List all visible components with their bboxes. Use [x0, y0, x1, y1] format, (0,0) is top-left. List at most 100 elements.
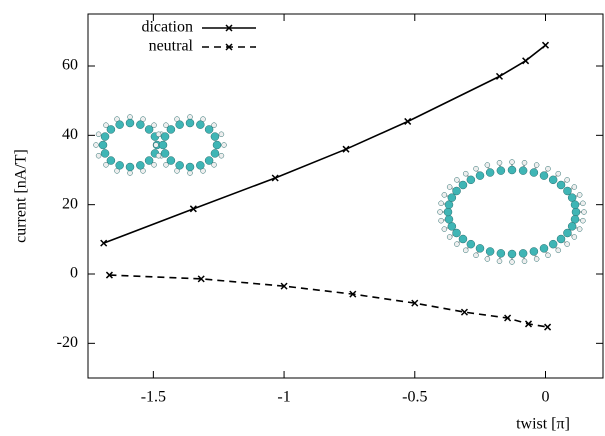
- y-tick-label: 0: [70, 265, 78, 282]
- atom: [509, 259, 515, 265]
- atom: [158, 140, 168, 150]
- legend-label: neutral: [149, 38, 194, 55]
- atom: [581, 209, 587, 215]
- atom: [496, 160, 503, 166]
- atom: [576, 226, 583, 232]
- atom: [144, 125, 154, 134]
- atom: [567, 193, 577, 202]
- atom: [163, 122, 169, 128]
- atom: [458, 180, 468, 190]
- atom: [115, 161, 124, 170]
- atom: [438, 217, 444, 224]
- atom: [485, 247, 495, 256]
- point-marker: [524, 320, 533, 328]
- atom: [462, 247, 469, 254]
- legend-marker: [225, 43, 233, 51]
- atom: [555, 170, 562, 177]
- atom: [218, 131, 225, 138]
- atom: [556, 180, 566, 190]
- atom: [580, 200, 586, 207]
- atom: [115, 120, 124, 129]
- point-marker: [404, 117, 412, 125]
- atom: [204, 125, 214, 134]
- plot-frame: [87, 13, 604, 379]
- atom: [441, 226, 448, 232]
- atom: [484, 162, 491, 168]
- atom: [521, 160, 528, 166]
- atom: [151, 122, 157, 128]
- atom: [166, 125, 176, 134]
- y-tick-label: 40: [62, 126, 78, 143]
- atom: [529, 247, 539, 256]
- atom: [571, 234, 578, 240]
- point-marker: [197, 275, 205, 283]
- atom: [446, 234, 453, 240]
- atom: [437, 209, 443, 215]
- atom: [548, 175, 558, 185]
- atom: [473, 165, 479, 172]
- atom: [485, 168, 495, 177]
- series-line: [109, 274, 548, 328]
- atom: [545, 165, 551, 172]
- atom: [175, 161, 184, 170]
- atom: [571, 207, 581, 217]
- atom: [564, 241, 570, 247]
- atom: [125, 162, 135, 172]
- atom: [484, 256, 491, 262]
- atom: [441, 192, 448, 198]
- point-marker: [280, 282, 288, 290]
- atom: [125, 118, 135, 128]
- point-marker: [349, 290, 357, 298]
- atom: [473, 252, 479, 259]
- atom: [533, 162, 540, 168]
- atom: [98, 140, 108, 150]
- atom: [518, 166, 528, 175]
- atom: [576, 192, 583, 198]
- atom: [570, 200, 580, 209]
- atom: [160, 132, 170, 141]
- point-marker: [189, 205, 197, 213]
- atom: [136, 120, 145, 129]
- atom: [196, 161, 205, 170]
- atom: [507, 165, 517, 175]
- atom: [160, 149, 170, 158]
- atom: [533, 256, 540, 262]
- atom: [446, 184, 453, 190]
- atom: [539, 244, 549, 253]
- point-marker: [541, 41, 550, 49]
- atom: [438, 200, 444, 207]
- legend-label: dication: [141, 19, 193, 36]
- atom: [204, 156, 214, 165]
- atom: [509, 159, 515, 165]
- y-tick-label: 60: [62, 57, 78, 74]
- atom: [475, 171, 485, 180]
- atom: [564, 177, 570, 183]
- atom: [555, 247, 562, 254]
- atom: [548, 239, 558, 249]
- atom: [196, 120, 205, 129]
- atom: [462, 170, 469, 177]
- x-tick-label: -1.5: [141, 389, 166, 406]
- atom: [567, 222, 577, 231]
- atom: [100, 132, 110, 141]
- atom: [518, 249, 528, 258]
- atom: [571, 184, 578, 190]
- atom: [580, 217, 586, 224]
- point-marker: [504, 314, 512, 322]
- atom: [106, 156, 116, 165]
- x-tick-label: -0.5: [402, 389, 427, 406]
- series-line: [103, 44, 546, 244]
- point-marker: [522, 57, 530, 65]
- atom: [529, 168, 539, 177]
- y-tick-label: -20: [57, 334, 78, 351]
- atom: [103, 162, 109, 168]
- atom: [212, 140, 222, 150]
- atom: [163, 162, 169, 168]
- y-axis-label: current [nA/T]: [13, 149, 30, 243]
- atom: [454, 241, 460, 247]
- point-marker: [460, 308, 468, 316]
- x-tick-label: 0: [541, 389, 549, 406]
- atom: [218, 152, 225, 159]
- atom: [556, 234, 566, 244]
- atom: [153, 142, 159, 148]
